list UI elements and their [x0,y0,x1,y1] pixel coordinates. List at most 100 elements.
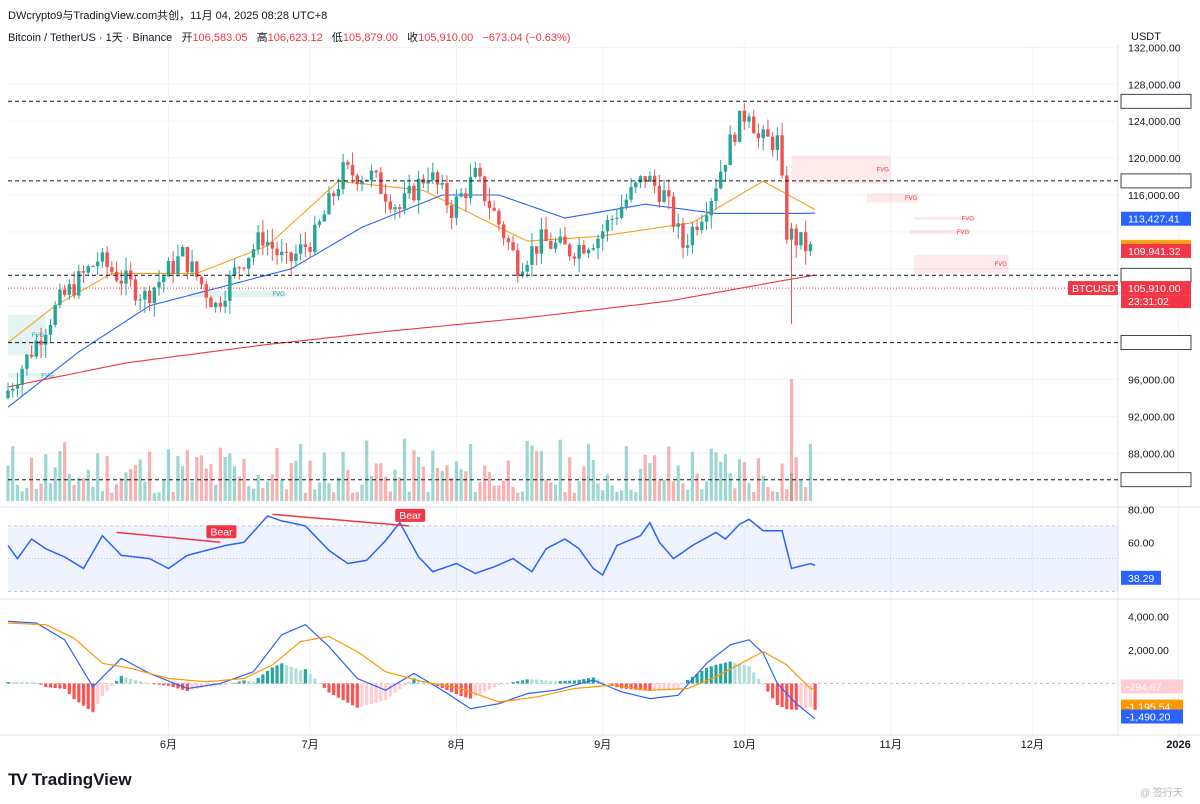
candle-body[interactable] [742,110,747,122]
candle-body[interactable] [591,248,595,250]
candle-body[interactable] [346,162,350,165]
candle-body[interactable] [643,176,647,182]
candle-body[interactable] [506,238,511,243]
candle-body[interactable] [105,252,109,268]
candle-body[interactable] [737,110,742,142]
candle-body[interactable] [459,193,463,197]
candle-body[interactable] [412,185,416,201]
candle-body[interactable] [700,221,704,231]
candle-body[interactable] [525,264,529,272]
candle-body[interactable] [497,210,501,225]
candle-body[interactable] [308,247,312,252]
candle-body[interactable] [209,297,213,308]
candle-body[interactable] [270,242,275,249]
candle-body[interactable] [331,193,336,197]
candle-body[interactable] [147,290,152,304]
candle-body[interactable] [723,165,728,172]
candle-body[interactable] [733,134,737,142]
candle-body[interactable] [388,201,393,210]
candle-body[interactable] [756,133,761,139]
candle-body[interactable] [152,287,157,304]
candle-body[interactable] [794,228,798,246]
candle-body[interactable] [374,170,378,173]
ohlc-legend[interactable]: Bitcoin / TetherUS · 1天 · Binance 开106,5… [8,29,570,45]
candle-body[interactable] [100,252,105,262]
candle-body[interactable] [67,284,72,295]
candle-body[interactable] [383,193,388,202]
candle-body[interactable] [62,289,67,295]
tradingview-logo[interactable]: TV TradingView [8,768,132,792]
candle-body[interactable] [11,388,15,391]
candle-body[interactable] [766,129,770,137]
candle-body[interactable] [728,134,732,166]
candle-body[interactable] [247,257,251,269]
candle-body[interactable] [549,240,553,249]
candle-body[interactable] [747,116,751,122]
candle-body[interactable] [393,207,397,210]
candles[interactable] [6,102,813,400]
candle-body[interactable] [662,190,666,202]
candle-body[interactable] [501,224,506,239]
candle-body[interactable] [803,232,808,252]
symbol-title[interactable]: Bitcoin / TetherUS · 1天 · Binance [8,32,173,44]
candle-body[interactable] [563,236,567,245]
candle-body[interactable] [601,231,605,239]
candle-body[interactable] [407,185,411,194]
candle-body[interactable] [619,206,624,218]
macd-line[interactable] [7,620,816,720]
candle-body[interactable] [577,244,581,259]
candle-body[interactable] [171,261,175,274]
candle-body[interactable] [416,178,421,201]
candle-body[interactable] [124,270,128,284]
candle-body[interactable] [360,180,364,185]
candle-body[interactable] [176,256,180,274]
candle-body[interactable] [341,162,345,190]
candle-body[interactable] [251,249,256,258]
candle-body[interactable] [582,244,586,254]
candle-body[interactable] [610,218,614,221]
candle-body[interactable] [53,305,57,325]
candle-body[interactable] [180,247,185,257]
candle-body[interactable] [567,244,572,257]
candle-body[interactable] [157,281,161,288]
candle-body[interactable] [185,247,190,273]
candle-body[interactable] [114,271,119,281]
candle-body[interactable] [780,135,784,176]
candle-body[interactable] [284,251,289,253]
candle-body[interactable] [799,232,803,246]
candle-body[interactable] [44,334,48,345]
candle-body[interactable] [119,280,123,284]
candle-body[interactable] [232,267,237,276]
candle-body[interactable] [690,226,695,246]
candle-body[interactable] [808,244,813,252]
price-axis[interactable]: 88,000.00 92,000.00 96,000.00 116,000.00 120… [1128,42,1181,657]
candle-body[interactable] [629,187,633,200]
candle-body[interactable] [218,302,223,307]
candle-body[interactable] [586,249,591,254]
candle-body[interactable] [431,172,435,181]
candle-body[interactable] [265,242,270,246]
candle-body[interactable] [58,289,62,306]
rsi-pane[interactable]: Bear Bear 38.29 [7,508,1161,592]
candle-body[interactable] [95,261,100,266]
candle-body[interactable] [426,180,430,184]
candle-body[interactable] [648,175,652,182]
candle-body[interactable] [487,201,492,208]
candle-body[interactable] [133,279,138,301]
candle-body[interactable] [317,221,322,225]
candle-body[interactable] [199,276,204,285]
candle-body[interactable] [714,188,718,202]
candle-body[interactable] [39,340,43,345]
candle-body[interactable] [671,196,676,227]
candle-body[interactable] [473,167,477,177]
candle-body[interactable] [228,275,232,301]
candle-body[interactable] [435,172,440,185]
candle-body[interactable] [553,242,558,249]
candle-body[interactable] [785,175,789,240]
rsi-line[interactable] [7,515,816,577]
candle-body[interactable] [685,245,690,248]
candle-body[interactable] [558,236,562,243]
candle-body[interactable] [25,354,29,369]
candle-body[interactable] [34,340,39,357]
